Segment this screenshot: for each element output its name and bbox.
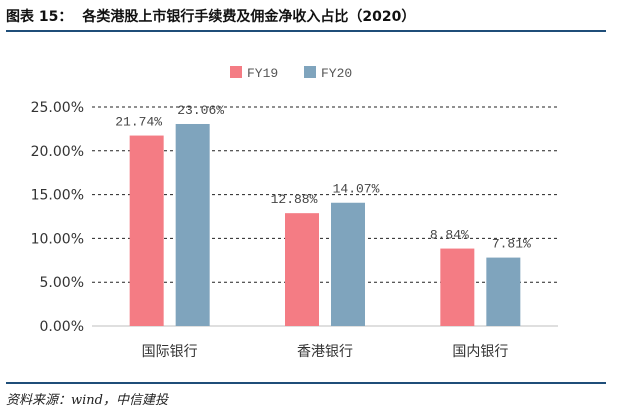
- figure-title-text: 各类港股上市银行手续费及佣金净收入占比（2020）: [82, 9, 416, 25]
- data-label: 23.06%: [177, 103, 224, 118]
- data-label: 14.07%: [333, 182, 380, 197]
- bar-fy20: [486, 257, 521, 326]
- bar-fy20: [331, 202, 365, 326]
- y-tick-label: 25.00%: [31, 100, 84, 116]
- legend-label-fy20: FY20: [321, 66, 352, 81]
- y-tick-label: 0.00%: [40, 319, 84, 335]
- legend-label-fy19: FY19: [247, 66, 278, 81]
- top-rule: [6, 30, 606, 32]
- source-note: 资料来源：wind，中信建投: [6, 389, 168, 408]
- y-tick-label: 15.00%: [31, 188, 84, 204]
- source-text: wind，中信建投: [71, 393, 168, 408]
- data-label: 21.74%: [115, 115, 162, 130]
- bottom-rule: [6, 382, 606, 384]
- x-category-label: 香港银行: [297, 344, 353, 360]
- data-label: 8.84%: [430, 228, 469, 243]
- bar-fy20: [175, 123, 210, 326]
- y-tick-label: 5.00%: [40, 275, 84, 291]
- data-label: 12.88%: [271, 192, 318, 207]
- bar-chart: 0.00% 5.00% 10.00% 15.00% 20.00% 25.00% 21.74%…: [31, 66, 558, 360]
- x-category-label: 国际银行: [142, 344, 198, 360]
- y-tick-label: 10.00%: [31, 231, 84, 247]
- x-category-label: 国内银行: [452, 344, 508, 360]
- figure-title: 图表 15： 各类港股上市银行手续费及佣金净收入占比（2020）: [6, 6, 606, 30]
- source-prefix: 资料来源：: [6, 393, 72, 408]
- figure-label: 图表 15：: [6, 9, 73, 25]
- bar-fy19: [129, 135, 164, 326]
- bar-fy19: [285, 213, 319, 326]
- legend-swatch-fy20: [304, 66, 316, 78]
- y-tick-label: 20.00%: [31, 144, 84, 160]
- legend-swatch-fy19: [230, 66, 242, 78]
- bar-fy19: [440, 248, 475, 326]
- data-label: 7.81%: [492, 237, 531, 252]
